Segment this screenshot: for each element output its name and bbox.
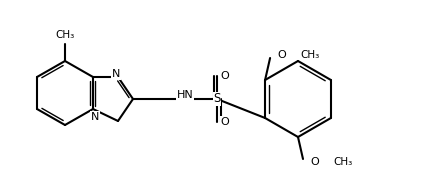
Text: CH₃: CH₃ [55,30,75,40]
Text: S: S [213,93,221,105]
Text: N: N [91,112,99,122]
Text: CH₃: CH₃ [300,50,319,60]
Text: HN: HN [177,90,194,100]
Text: O: O [221,117,229,127]
Text: N: N [112,69,120,79]
Text: O: O [310,157,319,167]
Text: CH₃: CH₃ [333,157,352,167]
Text: O: O [221,71,229,81]
Text: O: O [278,50,286,60]
